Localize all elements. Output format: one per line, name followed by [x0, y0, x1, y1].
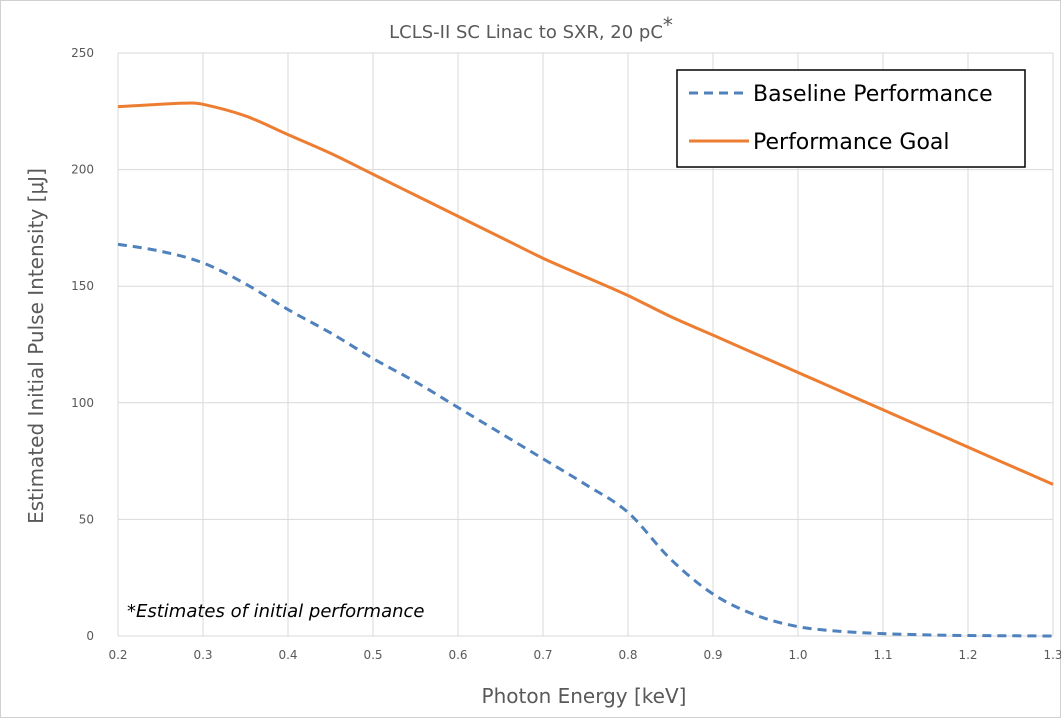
legend-box — [676, 69, 1026, 168]
y-tick-label: 150 — [71, 279, 94, 293]
y-tick-label: 200 — [71, 163, 94, 177]
series-line-goal — [117, 101, 1054, 486]
x-tick-label: 0.3 — [193, 648, 212, 662]
chart-title-text: LCLS-II SC Linac to SXR, 20 pC — [389, 22, 663, 43]
x-tick-label: 0.9 — [703, 648, 722, 662]
y-axis-label: Estimated Initial Pulse Intensity [μJ] — [24, 168, 48, 524]
y-tick-label: 100 — [71, 396, 94, 410]
x-tick-label: 1.3 — [1043, 648, 1061, 662]
legend-label-baseline: Baseline Performance — [753, 82, 993, 107]
x-tick-labels: 0.2 0.3 0.4 0.5 0.6 0.7 0.8 0.9 1.0 1.1 1.2 1.3 — [108, 648, 1061, 662]
x-tick-label: 1.1 — [873, 648, 892, 662]
x-tick-label: 0.4 — [278, 648, 297, 662]
legend-label-goal: Performance Goal — [753, 130, 950, 155]
chart-title-marker: * — [663, 13, 673, 37]
x-tick-label: 0.5 — [363, 648, 382, 662]
x-tick-label: 0.8 — [618, 648, 637, 662]
legend: Baseline Performance Performance Goal — [676, 69, 1026, 168]
y-tick-label: 250 — [71, 46, 94, 60]
y-tick-label: 0 — [86, 629, 94, 643]
x-tick-label: 0.7 — [533, 648, 552, 662]
y-tick-labels: 0 50 100 150 200 250 — [71, 46, 94, 643]
y-tick-label: 50 — [79, 512, 94, 526]
x-tick-label: 1.2 — [958, 648, 977, 662]
x-axis-label: Photon Energy [keV] — [482, 684, 687, 708]
series-line-baseline — [117, 242, 1054, 638]
series-lines — [117, 101, 1054, 638]
x-tick-label: 0.2 — [108, 648, 127, 662]
x-tick-label: 0.6 — [448, 648, 467, 662]
estimates-note: *Estimates of initial performance — [127, 601, 425, 622]
chart-title: LCLS-II SC Linac to SXR, 20 pC* — [389, 13, 673, 43]
x-tick-label: 1.0 — [788, 648, 807, 662]
